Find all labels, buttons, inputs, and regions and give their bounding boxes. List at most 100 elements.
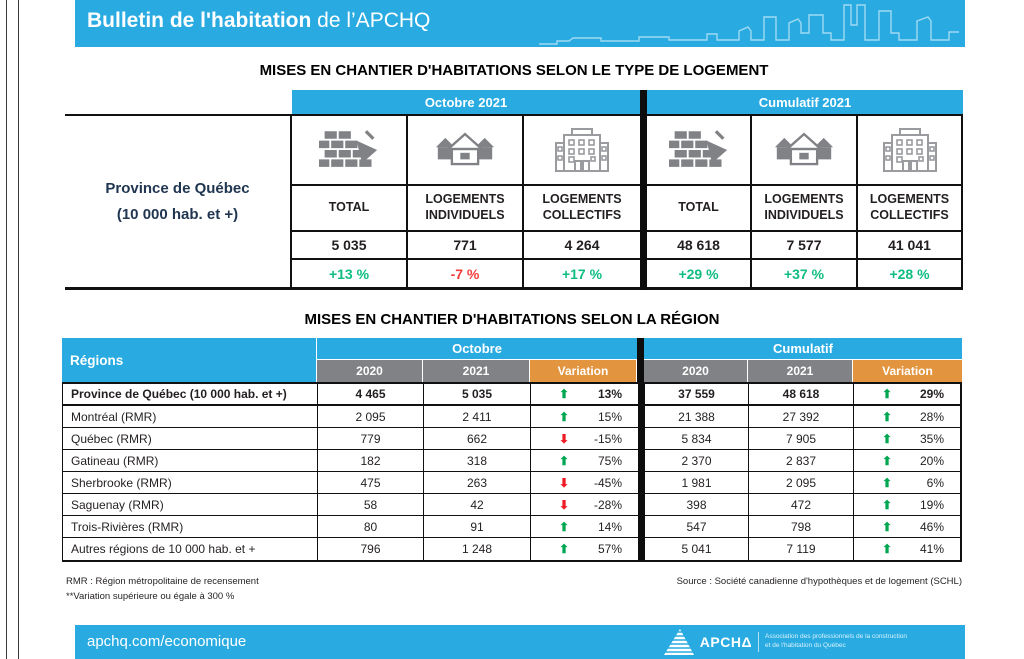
table2-2021-value: 2 095	[749, 472, 854, 493]
city-skyline-icon	[539, 4, 959, 45]
table2-section-divider	[638, 516, 645, 537]
apchq-logo-triangle-icon	[663, 629, 694, 655]
table2-variation-cell: ⬇ -45%	[531, 472, 638, 493]
footer-bar: apchq.com/economique APCH Δ Association d…	[75, 625, 965, 659]
table2-region-cell: Trois-Rivières (RMR)	[63, 516, 318, 537]
page-edge-line	[18, 0, 19, 659]
table1-value: 5 035	[292, 232, 408, 260]
table2-row: Saguenay (RMR) 58 42 ⬇ -28% 398 472 ⬆ 19%	[63, 494, 960, 516]
table2-2021-value: 662	[424, 428, 531, 449]
table1-section-divider	[640, 186, 647, 232]
up-arrow-icon: ⬆	[882, 387, 893, 401]
table2-2020-value: 5 041	[645, 538, 749, 560]
table2-2021-value: 91	[424, 516, 531, 537]
table2-2021-value: 472	[749, 494, 854, 515]
up-arrow-icon: ⬆	[559, 387, 570, 401]
table2-row: Trois-Rivières (RMR) 80 91 ⬆ 14% 547 798 ⬆ 46%	[63, 516, 960, 538]
table2-year-header: 2021	[423, 360, 530, 382]
up-arrow-icon: ⬆	[882, 542, 893, 556]
table1-row: TOTAL LOGEMENTS INDIVIDUELS LOGEMENTS COLL…	[292, 186, 963, 232]
table2-variation-value: 29%	[919, 387, 944, 401]
table2-variation-cell: ⬇ -15%	[531, 428, 638, 449]
table2-2020-value: 398	[645, 494, 749, 515]
table1-cell	[408, 114, 524, 186]
table1-variation: -7 %	[408, 260, 524, 290]
table2-variation-cell: ⬆ 20%	[854, 450, 960, 471]
table2-region-cell: Gatineau (RMR)	[63, 450, 318, 471]
table2-variation-cell: ⬆ 13%	[531, 384, 638, 404]
table2-2021-value: 2 837	[749, 450, 854, 471]
table1-section-divider	[640, 90, 647, 114]
footnote-variation: **Variation supérieure ou égale à 300 %	[66, 590, 235, 602]
table2-variation-value: 6%	[926, 475, 944, 490]
table2-variation-value: 46%	[919, 519, 944, 534]
table2-variation-header: Variation	[530, 360, 637, 382]
footnotes: RMR : Région métropolitaine de recenseme…	[66, 575, 259, 604]
up-arrow-icon: ⬆	[559, 519, 570, 534]
table2-body: Province de Québec (10 000 hab. et +) 4 4…	[62, 382, 962, 562]
table1-cell	[647, 114, 752, 186]
up-arrow-icon: ⬆	[882, 431, 893, 446]
table2-2020-value: 1 981	[645, 472, 749, 493]
table2-2021-value: 2 411	[424, 406, 531, 427]
table2-variation-cell: ⬆ 15%	[531, 406, 638, 427]
table1-row: 5 035 771 4 264 48 618 7 577 41 041	[292, 232, 963, 260]
table2-2020-value: 779	[318, 428, 424, 449]
table2-variation-cell: ⬆ 35%	[854, 428, 960, 449]
table2-variation-value: 28%	[919, 409, 944, 424]
table2-2021-value: 1 248	[424, 538, 531, 560]
table2-variation-cell: ⬆ 6%	[854, 472, 960, 493]
table1-column-header: TOTAL	[647, 186, 752, 232]
table1-column-header: LOGEMENTS INDIVIDUELS	[408, 186, 524, 232]
table2-row: Gatineau (RMR) 182 318 ⬆ 75% 2 370 2 837 ⬆ 20%	[63, 450, 960, 472]
down-arrow-icon: ⬇	[559, 431, 570, 446]
table2-2020-value: 80	[318, 516, 424, 537]
up-arrow-icon: ⬆	[882, 475, 893, 490]
houses-icon	[774, 131, 834, 169]
down-arrow-icon: ⬇	[559, 497, 570, 512]
up-arrow-icon: ⬆	[559, 542, 570, 556]
table2-row: Autres régions de 10 000 hab. et +796 1 2…	[63, 538, 960, 560]
table1-variation: +29 %	[647, 260, 752, 290]
table2-region-cell: Province de Québec (10 000 hab. et +)	[63, 384, 318, 404]
table2-2021-value: 7 905	[749, 428, 854, 449]
table1-value: 771	[408, 232, 524, 260]
table2-2021-value: 48 618	[749, 384, 854, 404]
table2-2021-value: 27 392	[749, 406, 854, 427]
up-arrow-icon: ⬆	[882, 409, 893, 424]
table1-cell	[858, 114, 963, 186]
table1-column-header: LOGEMENTS INDIVIDUELS	[752, 186, 858, 232]
logo-separator	[758, 632, 759, 652]
table2-section-divider	[637, 338, 644, 360]
table2-region-cell: Québec (RMR)	[63, 428, 318, 449]
table1-value: 41 041	[858, 232, 963, 260]
table2-row: Sherbrooke (RMR) 475 263 ⬇ -45% 1 981 2 095 ⬆ 6%	[63, 472, 960, 494]
table2-2021-value: 42	[424, 494, 531, 515]
table2-2020-value: 796	[318, 538, 424, 560]
table2-2020-value: 2 095	[318, 406, 424, 427]
down-arrow-icon: ⬇	[559, 475, 570, 490]
table2-2021-value: 7 119	[749, 538, 854, 560]
table2-2020-value: 182	[318, 450, 424, 471]
apartment-building-icon	[553, 127, 611, 173]
table2-year-header: 2020	[317, 360, 423, 382]
table1-section-divider	[640, 232, 647, 260]
table1-cumulatif-2021-header: Cumulatif 2021	[647, 90, 963, 114]
table1-cell	[292, 114, 408, 186]
up-arrow-icon: ⬆	[559, 453, 570, 468]
table2-variation-cell: ⬆ 28%	[854, 406, 960, 427]
table1-row: +13 % -7 % +17 % +29 % +37 % +28 %	[292, 260, 963, 290]
table1-octobre-2021-header: Octobre 2021	[292, 90, 640, 114]
footer-url-link[interactable]: apchq.com/economique	[87, 633, 247, 650]
table2-2020-value: 2 370	[645, 450, 749, 471]
table2-variation-value: 35%	[919, 431, 944, 446]
table2-year-header: 2021	[748, 360, 853, 382]
header-bar: Bulletin de l'habitation de l’APCHQ	[75, 0, 965, 47]
table2-octobre-header: Octobre	[317, 338, 637, 360]
table2-2020-value: 5 834	[645, 428, 749, 449]
table2-variation-cell: ⬆ 14%	[531, 516, 638, 537]
table1-variation: +28 %	[858, 260, 963, 290]
table2-variation-cell: ⬆ 19%	[854, 494, 960, 515]
table1-cell	[524, 114, 640, 186]
table2-2021-value: 263	[424, 472, 531, 493]
